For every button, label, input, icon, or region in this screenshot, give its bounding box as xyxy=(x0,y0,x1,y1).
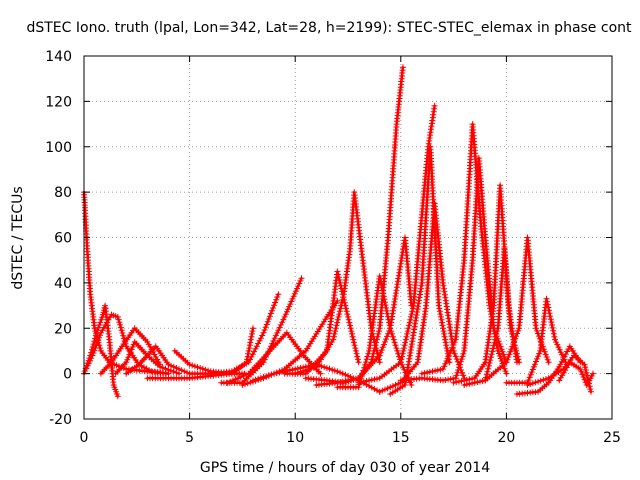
x-axis-ticks: 0 5 10 15 20 25 xyxy=(80,56,621,446)
x-tick-label: 0 xyxy=(80,430,89,446)
series-markers xyxy=(556,359,596,388)
series-arc-5 xyxy=(112,338,182,377)
x-tick-label: 15 xyxy=(392,430,410,446)
x-axis-label: GPS time / hours of day 030 of year 2014 xyxy=(200,460,490,476)
x-tick-label: 5 xyxy=(185,430,194,446)
series-line xyxy=(515,345,582,396)
series-arc-27 xyxy=(503,295,569,386)
y-axis-ticks: -20 0 20 40 60 80 100 120 140 xyxy=(45,49,612,428)
series-arc-6 xyxy=(123,343,193,377)
series-markers xyxy=(482,234,552,384)
y-tick-label: 100 xyxy=(45,140,72,156)
y-tick-label: 80 xyxy=(54,185,72,201)
series-markers xyxy=(461,245,523,388)
series-arc-26 xyxy=(482,234,552,384)
series-markers xyxy=(123,343,193,377)
y-tick-label: -20 xyxy=(49,412,72,428)
series-arc-9 xyxy=(186,291,282,377)
x-tick-label: 20 xyxy=(497,430,515,446)
y-tick-label: 140 xyxy=(45,49,72,65)
series-arc-17 xyxy=(313,64,406,388)
series-markers xyxy=(503,295,569,386)
series-group xyxy=(81,64,596,400)
y-tick-label: 60 xyxy=(54,231,72,247)
y-tick-label: 20 xyxy=(54,321,72,337)
series-arc-21 xyxy=(387,143,453,397)
series-markers xyxy=(112,338,182,377)
series-markers xyxy=(281,268,362,377)
series-markers xyxy=(313,64,406,388)
series-markers xyxy=(376,200,468,395)
series-arc-28 xyxy=(514,343,584,397)
y-axis-label: dSTEC / TECUs xyxy=(10,186,26,289)
series-arc-15 xyxy=(281,268,362,377)
y-tick-label: 40 xyxy=(54,276,72,292)
series-arc-4 xyxy=(97,325,163,377)
series-arc-18 xyxy=(334,273,415,391)
chart-title: dSTEC Iono. truth (lpal, Lon=342, Lat=28… xyxy=(26,20,632,36)
y-tick-label: 120 xyxy=(45,94,72,110)
series-markers xyxy=(97,325,163,377)
series-markers xyxy=(387,143,453,397)
series-markers xyxy=(514,343,584,397)
y-tick-label: 0 xyxy=(63,367,72,383)
x-tick-label: 10 xyxy=(286,430,304,446)
x-tick-label: 25 xyxy=(603,430,621,446)
series-arc-30 xyxy=(556,359,596,388)
grid xyxy=(84,56,612,419)
series-arc-25 xyxy=(461,245,523,388)
series-markers xyxy=(334,273,415,391)
series-markers xyxy=(186,291,282,377)
